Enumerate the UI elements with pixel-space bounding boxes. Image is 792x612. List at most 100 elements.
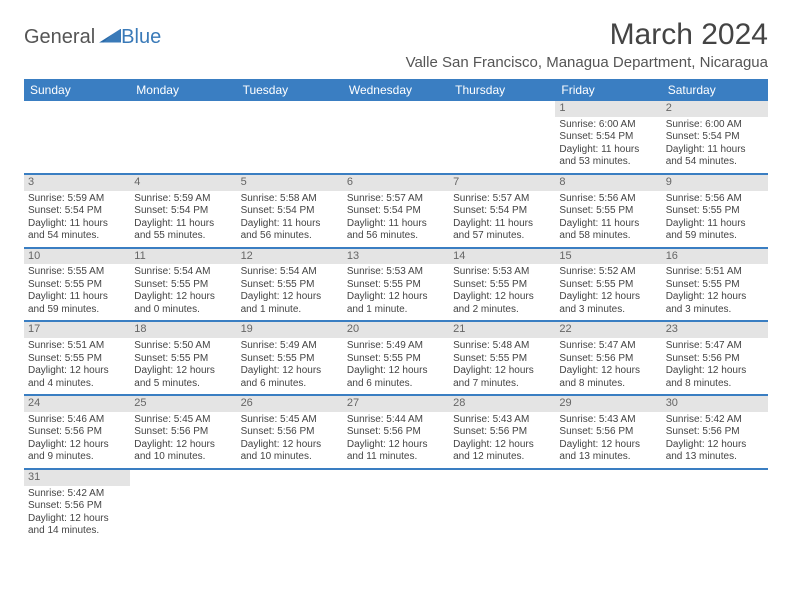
sunset-text: Sunset: 5:55 PM: [666, 205, 764, 218]
calendar-table: Sunday Monday Tuesday Wednesday Thursday…: [24, 79, 768, 542]
day-number: 7: [449, 175, 555, 191]
calendar-day-cell: 2Sunrise: 6:00 AMSunset: 5:54 PMDaylight…: [662, 101, 768, 174]
sunset-text: Sunset: 5:55 PM: [28, 353, 126, 366]
calendar-day-cell: 20Sunrise: 5:49 AMSunset: 5:55 PMDayligh…: [343, 321, 449, 395]
daylight-text: and 10 minutes.: [134, 451, 232, 464]
sunrise-text: Sunrise: 6:00 AM: [559, 119, 657, 132]
sunset-text: Sunset: 5:56 PM: [28, 426, 126, 439]
sunrise-text: Sunrise: 5:42 AM: [666, 414, 764, 427]
sunset-text: Sunset: 5:54 PM: [241, 205, 339, 218]
daylight-text: Daylight: 12 hours: [347, 291, 445, 304]
sunrise-text: Sunrise: 5:59 AM: [28, 193, 126, 206]
sunset-text: Sunset: 5:55 PM: [134, 279, 232, 292]
day-number: 30: [662, 396, 768, 412]
calendar-day-cell: 8Sunrise: 5:56 AMSunset: 5:55 PMDaylight…: [555, 174, 661, 248]
daylight-text: and 3 minutes.: [559, 304, 657, 317]
day-number: 26: [237, 396, 343, 412]
sunrise-text: Sunrise: 5:48 AM: [453, 340, 551, 353]
sunrise-text: Sunrise: 5:47 AM: [666, 340, 764, 353]
daylight-text: and 54 minutes.: [666, 156, 764, 169]
sunset-text: Sunset: 5:54 PM: [559, 131, 657, 144]
day-number: 21: [449, 322, 555, 338]
day-header: Monday: [130, 79, 236, 101]
daylight-text: Daylight: 12 hours: [559, 291, 657, 304]
sunrise-text: Sunrise: 5:44 AM: [347, 414, 445, 427]
sunset-text: Sunset: 5:54 PM: [28, 205, 126, 218]
sunrise-text: Sunrise: 5:43 AM: [453, 414, 551, 427]
day-header: Friday: [555, 79, 661, 101]
daylight-text: Daylight: 12 hours: [453, 365, 551, 378]
daylight-text: Daylight: 12 hours: [134, 439, 232, 452]
daylight-text: and 14 minutes.: [28, 525, 126, 538]
day-number: 19: [237, 322, 343, 338]
daylight-text: Daylight: 12 hours: [453, 291, 551, 304]
daylight-text: and 1 minute.: [241, 304, 339, 317]
daylight-text: Daylight: 12 hours: [666, 439, 764, 452]
title-block: March 2024 Valle San Francisco, Managua …: [406, 18, 768, 71]
daylight-text: Daylight: 12 hours: [666, 291, 764, 304]
daylight-text: and 59 minutes.: [28, 304, 126, 317]
daylight-text: and 10 minutes.: [241, 451, 339, 464]
day-number: 12: [237, 249, 343, 265]
calendar-day-cell: 28Sunrise: 5:43 AMSunset: 5:56 PMDayligh…: [449, 395, 555, 469]
sunset-text: Sunset: 5:56 PM: [28, 500, 126, 513]
logo: General Blue: [24, 26, 161, 49]
day-number: 14: [449, 249, 555, 265]
sunset-text: Sunset: 5:55 PM: [241, 353, 339, 366]
sunrise-text: Sunrise: 5:59 AM: [134, 193, 232, 206]
calendar-day-cell: [24, 101, 130, 174]
daylight-text: and 57 minutes.: [453, 230, 551, 243]
daylight-text: Daylight: 12 hours: [347, 365, 445, 378]
calendar-week-row: 3Sunrise: 5:59 AMSunset: 5:54 PMDaylight…: [24, 174, 768, 248]
calendar-week-row: 24Sunrise: 5:46 AMSunset: 5:56 PMDayligh…: [24, 395, 768, 469]
daylight-text: and 13 minutes.: [559, 451, 657, 464]
sunrise-text: Sunrise: 6:00 AM: [666, 119, 764, 132]
sunrise-text: Sunrise: 5:43 AM: [559, 414, 657, 427]
day-number: 3: [24, 175, 130, 191]
daylight-text: and 9 minutes.: [28, 451, 126, 464]
calendar-week-row: 10Sunrise: 5:55 AM Sunset: 5:55 PM Dayligh…: [24, 248, 768, 322]
daylight-text: and 6 minutes.: [241, 378, 339, 391]
day-header: Sunday: [24, 79, 130, 101]
calendar-day-cell: [237, 101, 343, 174]
sunset-text: Sunset: 5:56 PM: [347, 426, 445, 439]
sunrise-text: Sunrise: 5:57 AM: [347, 193, 445, 206]
sunrise-text: Sunrise: 5:49 AM: [241, 340, 339, 353]
day-number: 10: [24, 249, 130, 265]
sunset-text: Sunset: 5:55 PM: [347, 353, 445, 366]
daylight-text: and 59 minutes.: [666, 230, 764, 243]
sunset-text: Sunset: 5:56 PM: [666, 353, 764, 366]
calendar-week-row: 17Sunrise: 5:51 AMSunset: 5:55 PMDayligh…: [24, 321, 768, 395]
daylight-text: and 4 minutes.: [28, 378, 126, 391]
sunset-text: Sunset: 5:54 PM: [453, 205, 551, 218]
calendar-day-cell: 26Sunrise: 5:45 AMSunset: 5:56 PMDayligh…: [237, 395, 343, 469]
daylight-text: and 56 minutes.: [347, 230, 445, 243]
sunrise-text: Sunrise: 5:53 AM: [347, 266, 445, 279]
daylight-text: Daylight: 12 hours: [28, 513, 126, 526]
sunrise-text: Sunrise: 5:55 AM: [28, 266, 126, 279]
daylight-text: Daylight: 11 hours: [666, 144, 764, 157]
daylight-text: and 8 minutes.: [666, 378, 764, 391]
sunrise-text: Sunrise: 5:46 AM: [28, 414, 126, 427]
sunrise-text: Sunrise: 5:45 AM: [134, 414, 232, 427]
daylight-text: Daylight: 11 hours: [559, 218, 657, 231]
day-number: 28: [449, 396, 555, 412]
daylight-text: and 13 minutes.: [666, 451, 764, 464]
day-number: 6: [343, 175, 449, 191]
sunrise-text: Sunrise: 5:57 AM: [453, 193, 551, 206]
calendar-day-cell: 25Sunrise: 5:45 AMSunset: 5:56 PMDayligh…: [130, 395, 236, 469]
day-number: 15: [555, 249, 661, 265]
calendar-day-cell: 29Sunrise: 5:43 AMSunset: 5:56 PMDayligh…: [555, 395, 661, 469]
day-header: Saturday: [662, 79, 768, 101]
sunset-text: Sunset: 5:56 PM: [559, 353, 657, 366]
day-number: 23: [662, 322, 768, 338]
calendar-day-cell: [449, 101, 555, 174]
calendar-day-cell: [343, 469, 449, 542]
daylight-text: and 55 minutes.: [134, 230, 232, 243]
sunrise-text: Sunrise: 5:49 AM: [347, 340, 445, 353]
calendar-day-cell: 14Sunrise: 5:53 AMSunset: 5:55 PMDayligh…: [449, 248, 555, 322]
day-header-row: Sunday Monday Tuesday Wednesday Thursday…: [24, 79, 768, 101]
calendar-day-cell: [130, 469, 236, 542]
sunrise-text: Sunrise: 5:42 AM: [28, 488, 126, 501]
daylight-text: Daylight: 11 hours: [28, 291, 126, 304]
